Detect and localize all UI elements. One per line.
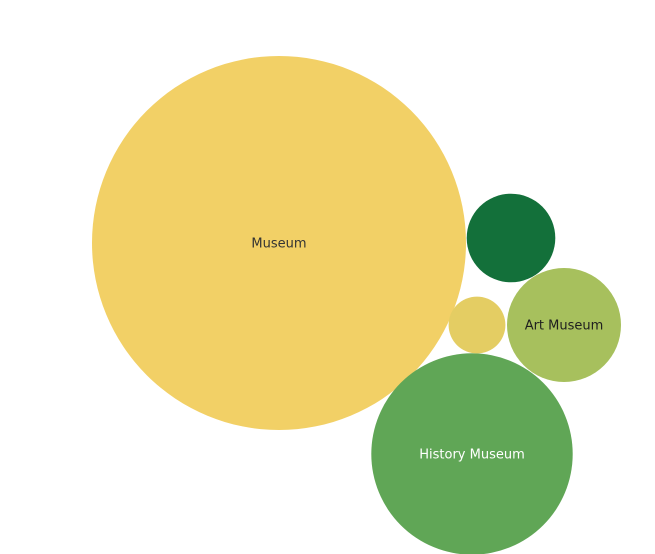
bubble-history-museum[interactable]: History Museum — [371, 353, 573, 554]
bubble-small-yellow[interactable] — [448, 296, 506, 354]
bubble-label-museum: Museum — [251, 237, 306, 252]
bubble-circle-small-yellow[interactable] — [448, 296, 506, 354]
bubble-dark-green[interactable] — [466, 193, 556, 283]
bubble-circle-history-museum[interactable] — [371, 353, 573, 554]
bubble-circle-museum[interactable] — [92, 56, 466, 430]
bubble-circle-art-museum[interactable] — [507, 268, 621, 382]
bubble-circle-dark-green[interactable] — [466, 193, 556, 283]
bubble-label-history-museum: History Museum — [419, 448, 525, 463]
bubble-museum[interactable]: Museum — [92, 56, 466, 430]
bubble-art-museum[interactable]: Art Museum — [507, 268, 621, 382]
bubble-label-art-museum: Art Museum — [525, 319, 604, 334]
